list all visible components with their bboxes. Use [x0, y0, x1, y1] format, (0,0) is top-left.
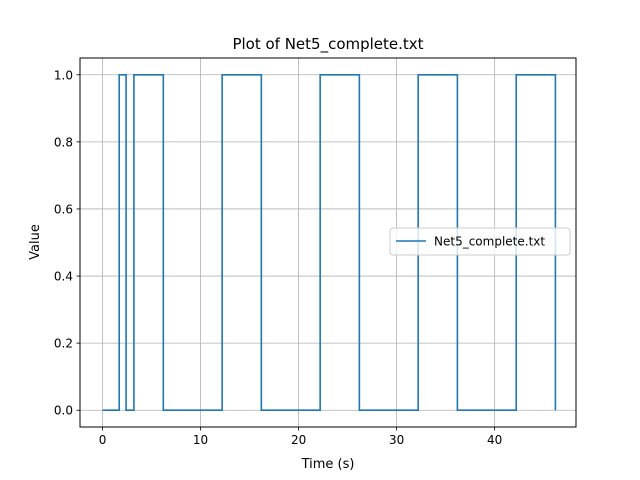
- plot-frame: [79, 57, 577, 428]
- series-layer: [102, 73, 557, 412]
- y-tick-label: 1.0: [54, 68, 73, 82]
- x-axis-label: Time (s): [301, 457, 355, 472]
- legend-entry-label: Net5_complete.txt: [434, 235, 545, 249]
- legend-box: [389, 227, 571, 256]
- x-tick-label: 0: [99, 433, 107, 447]
- x-tick-label: 20: [291, 433, 306, 447]
- y-tick-label: 0.2: [54, 337, 73, 351]
- y-tick-label: 0.0: [54, 404, 73, 418]
- series-line: [102, 73, 557, 412]
- x-tick-label: 10: [193, 433, 208, 447]
- y-axis-ticks: 0.0 0.2 0.4 0.6 0.8 1.0: [54, 68, 80, 418]
- y-tick-label: 0.6: [54, 202, 73, 216]
- x-axis-ticks: 0 10 20 30 40: [99, 427, 502, 447]
- legend: Net5_complete.txt: [389, 227, 571, 256]
- y-tick-label: 0.8: [54, 135, 73, 149]
- x-tick-label: 30: [389, 433, 404, 447]
- x-tick-label: 40: [487, 433, 502, 447]
- y-tick-label: 0.4: [54, 270, 73, 284]
- chart-title: Plot of Net5_complete.txt: [232, 35, 423, 54]
- y-axis-label: Value: [28, 224, 43, 260]
